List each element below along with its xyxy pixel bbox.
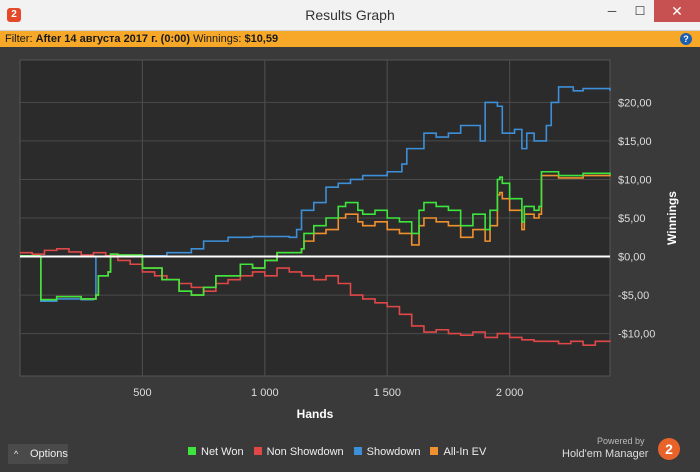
filter-text: Filter: After 14 августа 2017 г. (0:00) … — [5, 31, 278, 47]
maximize-button[interactable]: ☐ — [634, 4, 646, 18]
legend-item[interactable]: Net Won — [188, 446, 244, 458]
winnings-label: Winnings: — [193, 33, 242, 45]
y-tick-label: $15,00 — [618, 136, 652, 148]
brand-name: Hold'em Manager — [562, 448, 649, 460]
filter-value: After 14 августа 2017 г. (0:00) — [35, 33, 191, 45]
winnings-value: $10,59 — [244, 33, 279, 45]
window-title: Results Graph — [305, 7, 395, 23]
brand-logo: 2 — [658, 438, 680, 460]
x-tick-label: 2 000 — [496, 387, 524, 399]
y-tick-label: $10,00 — [618, 174, 652, 186]
y-tick-label: $0,00 — [618, 252, 646, 264]
y-tick-label: -$5,00 — [618, 290, 649, 302]
footer-bar: ^ Options Net Won Non Showdown Showdown All… — [0, 430, 700, 472]
x-tick-label: 1 000 — [251, 387, 279, 399]
legend-swatch — [353, 447, 362, 455]
legend-label: Non Showdown — [266, 446, 344, 458]
chart-legend: Net Won Non Showdown Showdown All-In EV — [188, 446, 496, 460]
filter-prefix: Filter: — [5, 33, 33, 45]
x-axis-label: Hands — [297, 407, 334, 421]
legend-item[interactable]: Showdown — [353, 446, 421, 458]
legend-item[interactable]: All-In EV — [430, 446, 486, 458]
options-button[interactable]: ^ Options — [8, 444, 68, 464]
title-bar: 2 Results Graph ─ ☐ ✕ — [0, 0, 700, 31]
options-label: Options — [30, 448, 68, 460]
legend-swatch — [188, 447, 196, 455]
filter-bar: Filter: After 14 августа 2017 г. (0:00) … — [0, 31, 700, 47]
results-chart: 500 1 000 1 500 2 000 $20,00 $15,00 $10,00 $5,0… — [0, 48, 700, 430]
y-axis-label: Winnings — [665, 191, 679, 245]
legend-label: All-In EV — [443, 446, 487, 458]
legend-label: Net Won — [201, 446, 244, 458]
x-tick-label: 1 500 — [373, 387, 401, 399]
y-tick-label: $5,00 — [618, 213, 646, 225]
series-line-non_showdown — [20, 248, 611, 346]
y-tick-label: $20,00 — [618, 97, 652, 109]
y-tick-label: -$10,00 — [618, 329, 655, 341]
legend-label: Showdown — [366, 446, 421, 458]
legend-swatch — [253, 447, 262, 455]
help-icon[interactable]: ? — [680, 33, 692, 45]
minimize-button[interactable]: ─ — [607, 4, 617, 18]
legend-swatch — [430, 447, 439, 455]
chevron-up-icon: ^ — [14, 449, 19, 459]
app-icon: 2 — [7, 8, 21, 22]
results-chart-svg: 500 1 000 1 500 2 000 $20,00 $15,00 $10,00 $5,0… — [19, 59, 679, 421]
close-button[interactable]: ✕ — [654, 0, 700, 22]
powered-by-text: Powered by — [597, 436, 645, 446]
legend-item[interactable]: Non Showdown — [253, 446, 344, 458]
series-line-net_won — [20, 170, 611, 301]
x-tick-label: 500 — [133, 387, 151, 399]
